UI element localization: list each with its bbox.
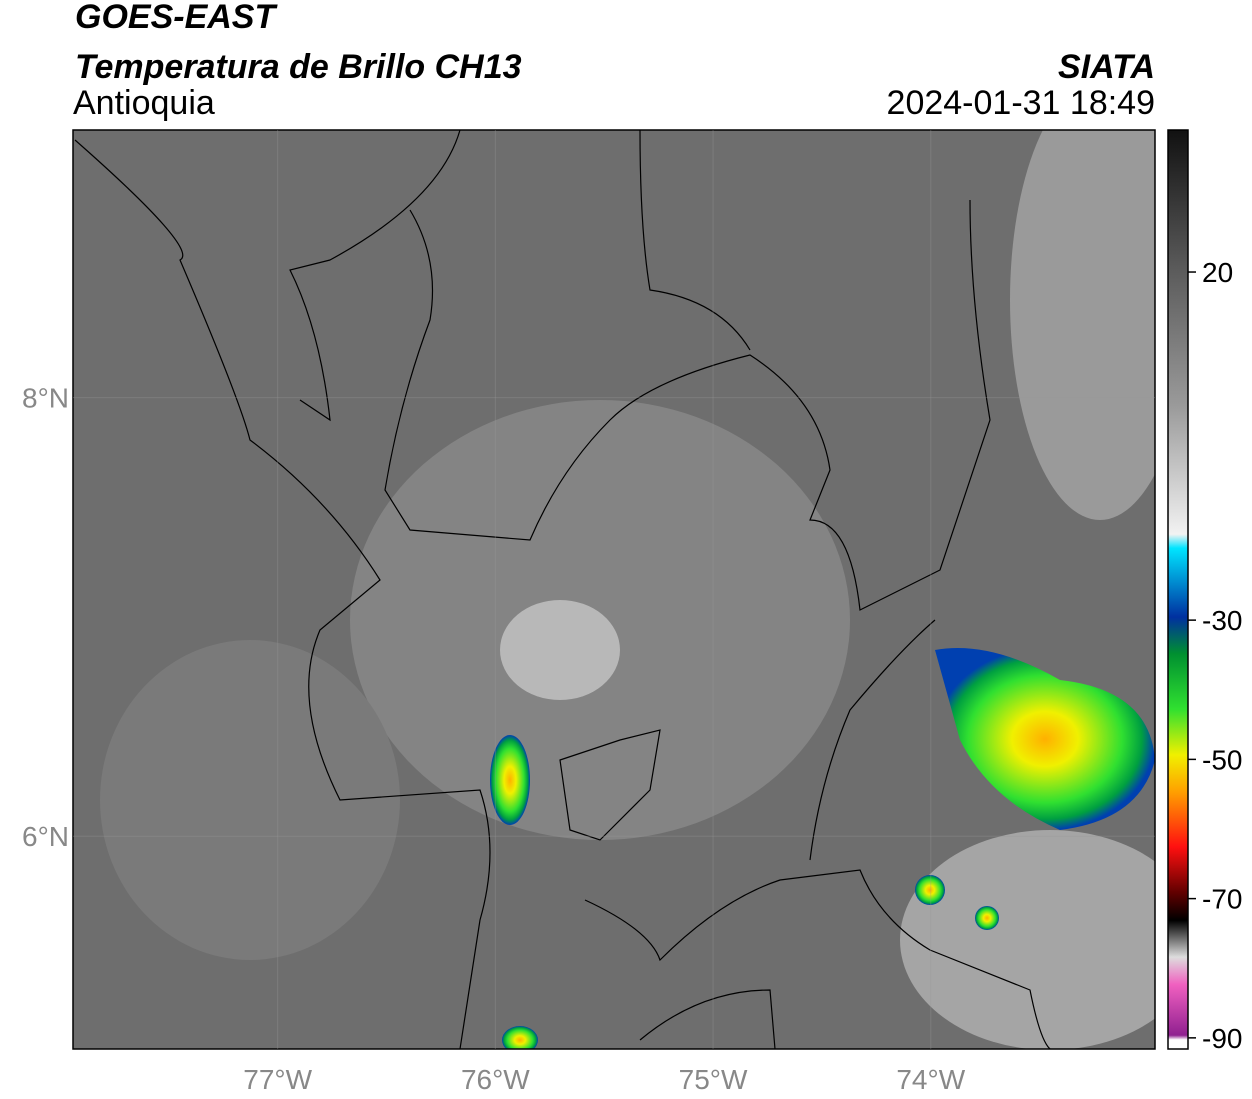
colorbar-tick-label: -90	[1202, 1023, 1242, 1054]
colorbar-tick-label: -50	[1202, 744, 1242, 775]
colorbar-tick-label: 20	[1202, 257, 1233, 288]
x-tick-label: 74°W	[896, 1064, 965, 1095]
map-frame	[72, 129, 1156, 1050]
colorbar-tick-label: -70	[1202, 884, 1242, 915]
colorbar	[1167, 129, 1189, 1050]
y-tick-label: 6°N	[22, 821, 69, 852]
x-tick-label: 77°W	[243, 1064, 312, 1095]
region: Antioquia	[73, 84, 215, 122]
datetime: 2024-01-31 18:49	[887, 84, 1155, 122]
map-image	[73, 130, 1155, 1049]
x-tick-label: 75°W	[679, 1064, 748, 1095]
title: GOES-EAST	[75, 0, 278, 36]
colorbar-tick-label: -30	[1202, 605, 1242, 636]
subtitle: Temperatura de Brillo CH13	[75, 48, 522, 86]
y-tick-label: 8°N	[22, 383, 69, 414]
x-tick-label: 76°W	[461, 1064, 530, 1095]
source: SIATA	[1058, 48, 1155, 86]
